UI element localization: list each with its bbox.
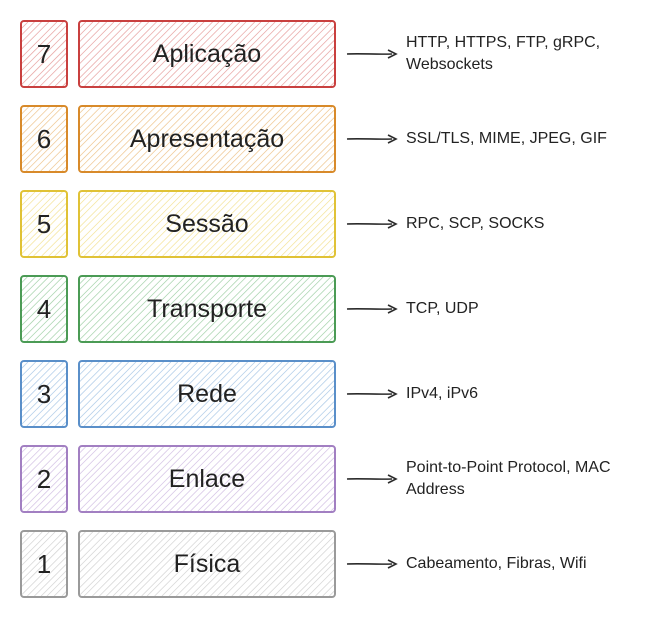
layer-number-box: 4 (20, 275, 68, 343)
layer-name-box: Física (78, 530, 336, 598)
layer-name-box: Rede (78, 360, 336, 428)
layer-row: 5 Sessão RPC, SCP, SOCKS (20, 190, 631, 258)
layer-name: Sessão (165, 210, 248, 239)
layer-row: 4 Transporte TCP, UDP (20, 275, 631, 343)
layer-number: 1 (37, 549, 51, 580)
layer-name: Aplicação (153, 40, 261, 69)
layer-row: 2 Enlace Point-to-Point Protocol, MAC Add… (20, 445, 631, 513)
layer-number: 7 (37, 39, 51, 70)
layer-name: Física (174, 550, 241, 579)
layer-number: 4 (37, 294, 51, 325)
layer-number: 5 (37, 209, 51, 240)
layer-examples: Cabeamento, Fibras, Wifi (406, 553, 587, 575)
arrow-icon (346, 138, 396, 140)
arrow-icon (346, 53, 396, 55)
layer-name: Enlace (169, 465, 245, 494)
layer-name-box: Transporte (78, 275, 336, 343)
layer-number-box: 1 (20, 530, 68, 598)
layer-examples: SSL/TLS, MIME, JPEG, GIF (406, 128, 607, 150)
layer-examples: Point-to-Point Protocol, MAC Address (406, 457, 626, 500)
layer-row: 1 Física Cabeamento, Fibras, Wifi (20, 530, 631, 598)
layer-number-box: 7 (20, 20, 68, 88)
layer-name-box: Sessão (78, 190, 336, 258)
layer-number: 3 (37, 379, 51, 410)
layer-name: Transporte (147, 295, 267, 324)
layer-number-box: 3 (20, 360, 68, 428)
arrow-icon (346, 563, 396, 565)
layer-row: 3 Rede IPv4, iPv6 (20, 360, 631, 428)
layer-examples: TCP, UDP (406, 298, 479, 320)
arrow-icon (346, 393, 396, 395)
layer-number-box: 5 (20, 190, 68, 258)
layer-name: Apresentação (130, 125, 284, 154)
layer-number: 2 (37, 464, 51, 495)
layer-row: 6 Apresentação SSL/TLS, MIME, JPEG, GIF (20, 105, 631, 173)
layer-row: 7 Aplicação HTTP, HTTPS, FTP, gRPC, Webso… (20, 20, 631, 88)
osi-layers-diagram: 7 Aplicação HTTP, HTTPS, FTP, gRPC, Webso… (20, 20, 631, 598)
layer-examples: IPv4, iPv6 (406, 383, 478, 405)
layer-number: 6 (37, 124, 51, 155)
arrow-icon (346, 478, 396, 480)
layer-number-box: 2 (20, 445, 68, 513)
layer-name-box: Enlace (78, 445, 336, 513)
layer-name: Rede (177, 380, 237, 409)
layer-examples: RPC, SCP, SOCKS (406, 213, 544, 235)
layer-name-box: Aplicação (78, 20, 336, 88)
layer-number-box: 6 (20, 105, 68, 173)
arrow-icon (346, 223, 396, 225)
layer-examples: HTTP, HTTPS, FTP, gRPC, Websockets (406, 32, 626, 75)
layer-name-box: Apresentação (78, 105, 336, 173)
arrow-icon (346, 308, 396, 310)
